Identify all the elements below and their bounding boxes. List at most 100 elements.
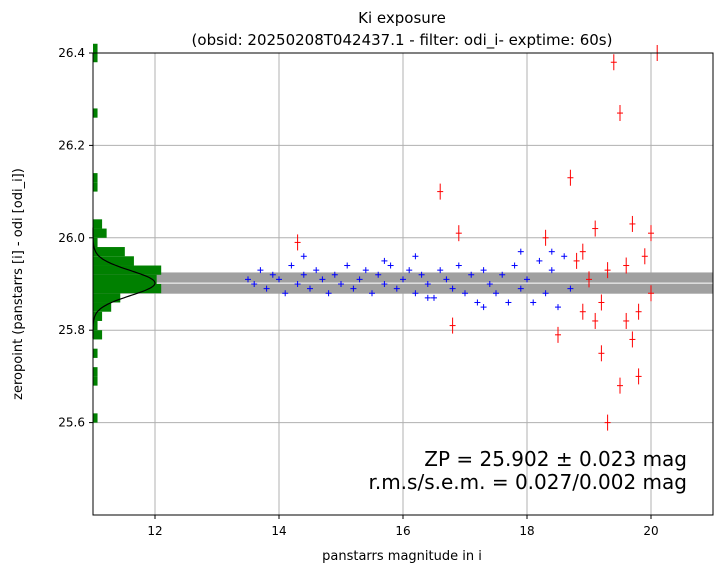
- red-point: [542, 229, 549, 246]
- red-point: [555, 326, 561, 343]
- x-tick-label: 16: [395, 524, 410, 538]
- data-points: [245, 45, 661, 431]
- blue-point: [567, 285, 574, 292]
- histogram-bar: [93, 43, 98, 53]
- histogram-bar: [93, 247, 125, 257]
- histogram-bar: [93, 265, 162, 275]
- histogram-bar: [93, 237, 98, 248]
- blue-point: [418, 271, 425, 278]
- red-point: [641, 248, 648, 265]
- blue-point: [455, 262, 462, 269]
- blue-point: [400, 276, 406, 283]
- y-axis-ticks: 25.6 25.8 26.0 26.2 26.4: [58, 46, 93, 430]
- gaussian-fit-curve: [92, 227, 156, 339]
- red-point: [573, 252, 580, 269]
- blue-point: [387, 262, 394, 269]
- blue-point: [381, 281, 388, 287]
- red-point: [598, 294, 605, 311]
- blue-point: [424, 294, 431, 301]
- blue-point: [325, 290, 332, 297]
- red-point: [635, 303, 642, 320]
- red-point: [629, 215, 636, 232]
- blue-point: [511, 262, 518, 269]
- y-axis-label: zeropoint (panstarrs [i] - odi [odi_i]): [11, 168, 26, 400]
- red-point: [648, 285, 654, 302]
- red-point: [455, 225, 462, 242]
- blue-point: [288, 262, 295, 269]
- red-point: [648, 225, 654, 242]
- blue-point: [462, 290, 468, 297]
- blue-point: [555, 304, 561, 311]
- blue-point: [319, 276, 326, 283]
- x-tick-label: 20: [643, 524, 658, 538]
- histogram-bar: [93, 53, 98, 63]
- blue-point: [369, 290, 375, 297]
- red-point: [604, 414, 611, 431]
- blue-point: [276, 276, 282, 283]
- histogram-bar: [93, 219, 103, 229]
- red-point: [592, 312, 599, 329]
- blue-point: [437, 267, 444, 274]
- blue-point: [449, 285, 456, 292]
- blue-point: [505, 299, 512, 306]
- blue-point: [269, 271, 276, 278]
- blue-point: [474, 299, 481, 306]
- blue-point: [356, 276, 363, 283]
- y-tick-label: 26.0: [58, 231, 85, 245]
- blue-point: [486, 281, 493, 287]
- blue-point: [263, 285, 270, 292]
- blue-point: [381, 257, 388, 264]
- chart-subtitle: (obsid: 20250208T042437.1 - filter: odi_…: [192, 31, 613, 50]
- blue-point: [499, 271, 506, 278]
- blue-point: [257, 267, 264, 274]
- red-point: [586, 271, 592, 288]
- red-point: [617, 377, 623, 394]
- histogram-bar: [93, 284, 162, 294]
- blue-point: [245, 276, 251, 283]
- chart-title: Ki exposure: [358, 9, 446, 27]
- red-point: [610, 54, 617, 71]
- blue-point: [294, 281, 301, 287]
- x-axis-ticks: 12 14 16 18 20: [147, 515, 659, 538]
- histogram-bar: [93, 228, 107, 238]
- red-point: [623, 257, 630, 274]
- blue-point: [517, 248, 524, 255]
- blue-point: [338, 281, 344, 287]
- histogram-bar: [93, 108, 98, 118]
- blue-point: [561, 253, 568, 260]
- blue-point: [468, 271, 475, 278]
- blue-point: [536, 257, 543, 264]
- blue-point: [393, 285, 400, 292]
- blue-point: [493, 290, 499, 297]
- annotation-rms: r.m.s/s.e.m. = 0.027/0.002 mag: [368, 470, 687, 494]
- y-tick-label: 25.6: [58, 416, 85, 430]
- red-point: [598, 345, 605, 362]
- blue-point: [480, 304, 487, 311]
- blue-point: [542, 290, 549, 297]
- blue-point: [524, 276, 530, 283]
- blue-point: [251, 281, 258, 287]
- blue-point: [530, 299, 537, 306]
- blue-point: [282, 290, 289, 297]
- blue-point: [350, 285, 357, 292]
- histogram-bar: [93, 274, 157, 284]
- annotation-zeropoint: ZP = 25.902 ± 0.023 mag: [424, 447, 687, 471]
- blue-point: [443, 276, 450, 283]
- histogram-bar: [93, 367, 98, 377]
- blue-point: [344, 262, 351, 269]
- histogram-bar: [93, 182, 98, 192]
- red-point: [604, 262, 611, 279]
- blue-point: [307, 285, 313, 292]
- red-point: [567, 169, 574, 186]
- x-tick-label: 14: [271, 524, 286, 538]
- histogram-bar: [93, 348, 98, 358]
- histogram-bar: [93, 293, 121, 303]
- blue-point: [548, 248, 555, 255]
- blue-point: [517, 285, 524, 292]
- blue-point: [300, 253, 307, 260]
- red-point: [449, 317, 456, 334]
- red-point: [623, 312, 630, 329]
- y-tick-label: 25.8: [58, 323, 85, 337]
- blue-point: [331, 271, 338, 278]
